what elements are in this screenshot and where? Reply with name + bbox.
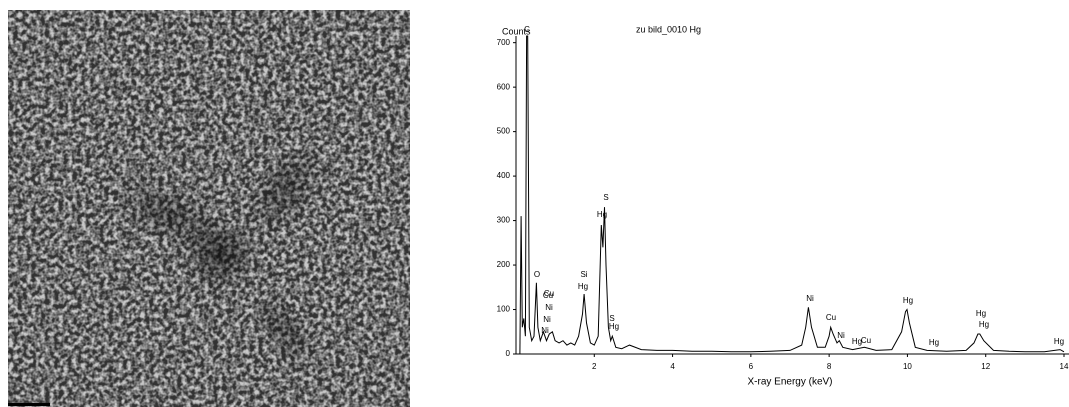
peak-label: Ni [543, 315, 551, 324]
peak-label: Ni [806, 294, 814, 303]
peak-label: S [609, 314, 614, 323]
peak-label: Cu [861, 336, 871, 345]
y-tick-label: 100 [497, 305, 511, 314]
peak-label: Hg [1054, 337, 1064, 346]
x-tick-label: 14 [1060, 362, 1069, 371]
chart-title: zu bild_0010 Hg [636, 24, 701, 34]
y-tick-label: 300 [497, 216, 511, 225]
peak-label: Hg [578, 282, 588, 291]
peak-label: O [534, 270, 540, 279]
peak-label: Ni [837, 331, 845, 340]
peak-label: Si [580, 270, 587, 279]
peak-label: Hg [903, 296, 913, 305]
peak-label: C [524, 25, 530, 34]
peak-label: Hg [976, 309, 986, 318]
y-tick-label: 700 [497, 38, 511, 47]
peak-label: Cu [544, 289, 554, 298]
x-tick-label: 4 [670, 362, 675, 371]
y-tick-label: 400 [497, 171, 511, 180]
peak-label: Cu [543, 291, 553, 300]
x-tick-label: 6 [749, 362, 754, 371]
peak-label: Hg [597, 210, 607, 219]
y-tick-label: 0 [506, 349, 511, 358]
y-tick-label: 500 [497, 127, 511, 136]
x-tick-label: 10 [903, 362, 912, 371]
x-tick-label: 8 [827, 362, 832, 371]
x-tick-label: 2 [592, 362, 597, 371]
y-tick-label: 200 [497, 260, 511, 269]
peak-label: S [603, 193, 608, 202]
peak-label: Ni [541, 326, 549, 335]
peak-label: Hg [929, 338, 939, 347]
peak-label: Cu [826, 313, 836, 322]
x-tick-label: 12 [981, 362, 990, 371]
y-axis-label: Counts [502, 26, 531, 36]
peak-label: Hg [609, 322, 619, 331]
y-tick-label: 600 [497, 82, 511, 91]
peak-label: Hg [979, 320, 989, 329]
peak-label: Ni [545, 303, 553, 312]
spectrum-line [519, 35, 1065, 355]
tem-image [8, 10, 410, 407]
peak-label: Hg [852, 337, 862, 346]
x-axis-label: X-ray Energy (keV) [747, 377, 832, 388]
